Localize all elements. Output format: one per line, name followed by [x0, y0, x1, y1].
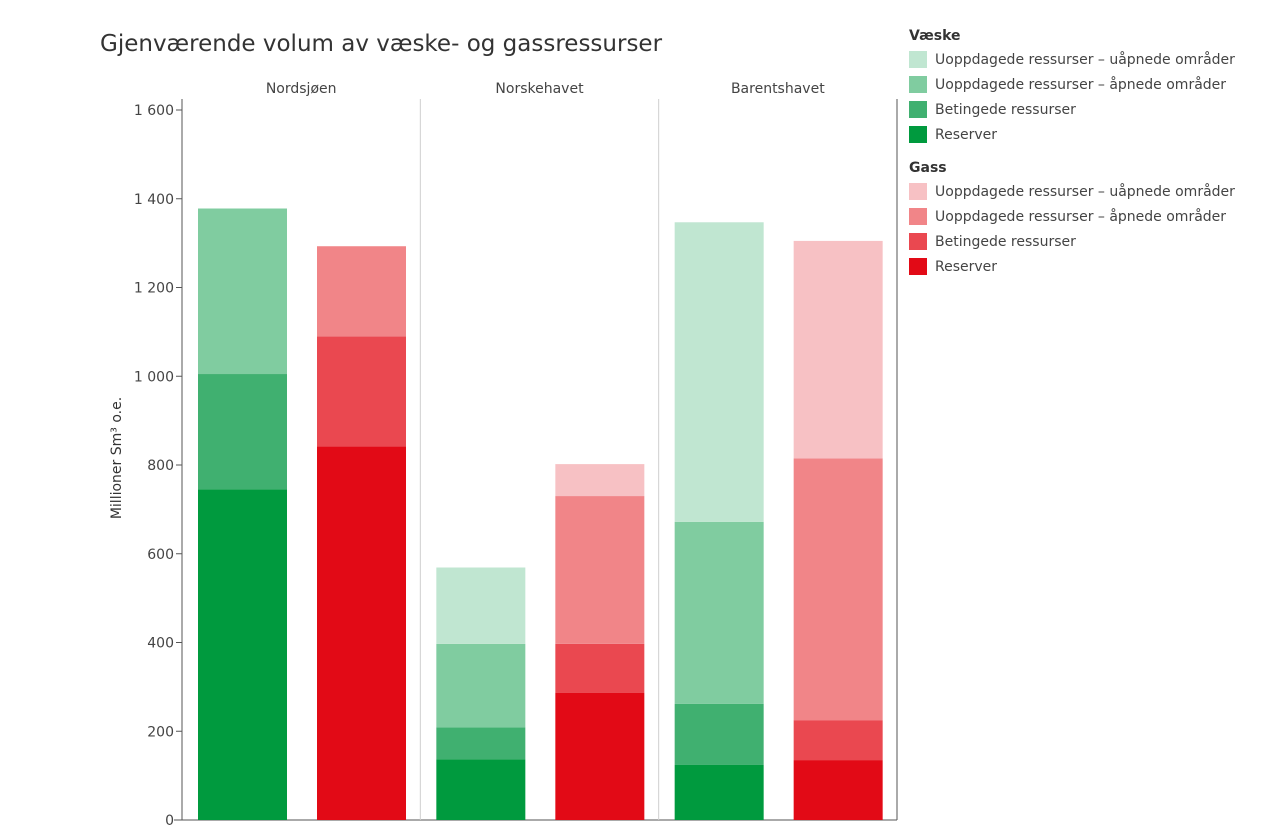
legend-swatch	[909, 258, 927, 275]
bar-segment	[793, 760, 883, 820]
panel-header: Barentshavet	[731, 81, 825, 97]
legend-group-gas: Gass Uoppdagede ressurser – uåpnede områ…	[909, 159, 1235, 279]
legend-swatch	[909, 183, 927, 200]
bar-segment	[555, 643, 645, 693]
bar-segment	[793, 720, 883, 761]
panel-header: Nordsjøen	[266, 81, 337, 97]
legend-group-liquid: Væske Uoppdagede ressurser – uåpnede omr…	[909, 27, 1235, 147]
legend-label: Reserver	[935, 258, 998, 275]
legend-item-gas-contingent[interactable]: Betingede ressurser	[909, 229, 1235, 254]
bar-segment	[436, 643, 526, 728]
legend-label: Betingede ressurser	[935, 233, 1076, 250]
bar-segment	[317, 336, 406, 447]
y-tick-label: 200	[147, 724, 174, 740]
panel-header: Norskehavet	[495, 81, 584, 97]
legend-item-liquid-unopened[interactable]: Uoppdagede ressurser – uåpnede områder	[909, 47, 1235, 72]
legend-label: Uoppdagede ressurser – uåpnede områder	[935, 51, 1235, 68]
bar-segment	[317, 446, 406, 820]
legend-swatch	[909, 101, 927, 118]
bar-segment	[555, 464, 645, 497]
legend-swatch	[909, 208, 927, 225]
legend-item-liquid-opened[interactable]: Uoppdagede ressurser – åpnede områder	[909, 72, 1235, 97]
legend-swatch	[909, 51, 927, 68]
bar-segment	[436, 727, 526, 760]
legend-swatch	[909, 233, 927, 250]
legend-item-liquid-contingent[interactable]: Betingede ressurser	[909, 97, 1235, 122]
legend: Væske Uoppdagede ressurser – uåpnede omr…	[909, 27, 1235, 291]
legend-label: Uoppdagede ressurser – uåpnede områder	[935, 183, 1235, 200]
bar-segment	[674, 703, 764, 765]
chart-title: Gjenværende volum av væske- og gassressu…	[100, 31, 663, 57]
bar-segment	[436, 567, 526, 644]
bar-segment	[674, 222, 764, 522]
legend-item-gas-unopened[interactable]: Uoppdagede ressurser – uåpnede områder	[909, 179, 1235, 204]
bar-segment	[198, 489, 287, 820]
legend-label: Uoppdagede ressurser – åpnede områder	[935, 76, 1227, 93]
legend-item-gas-reserves[interactable]: Reserver	[909, 254, 1235, 279]
bar-segment	[555, 692, 645, 820]
bar-segment	[198, 374, 287, 490]
legend-swatch	[909, 76, 927, 93]
y-tick-label: 400	[147, 636, 174, 652]
legend-item-gas-opened[interactable]: Uoppdagede ressurser – åpnede områder	[909, 204, 1235, 229]
y-tick-label: 0	[165, 813, 174, 829]
y-tick-label: 1 000	[134, 369, 174, 385]
y-axis-title: Millioner Sm³ o.e.	[109, 397, 125, 519]
y-tick-label: 800	[147, 458, 174, 474]
bar-segment	[674, 521, 764, 704]
y-tick-label: 1 400	[134, 192, 174, 208]
bar-segment	[793, 240, 883, 459]
legend-label: Reserver	[935, 126, 998, 143]
bar-segment	[674, 764, 764, 820]
y-tick-label: 1 600	[134, 103, 174, 119]
bar-segment	[555, 496, 645, 644]
bar-segment	[793, 458, 883, 721]
legend-label: Uoppdagede ressurser – åpnede områder	[935, 208, 1227, 225]
legend-swatch	[909, 126, 927, 143]
legend-item-liquid-reserves[interactable]: Reserver	[909, 122, 1235, 147]
y-tick-label: 1 200	[134, 281, 174, 297]
bar-segment	[198, 208, 287, 375]
legend-label: Betingede ressurser	[935, 101, 1076, 118]
legend-title-liquid: Væske	[909, 28, 961, 44]
legend-title-gas: Gass	[909, 160, 947, 176]
y-tick-label: 600	[147, 547, 174, 563]
bar-segment	[317, 246, 406, 337]
bar-segment	[436, 759, 526, 820]
